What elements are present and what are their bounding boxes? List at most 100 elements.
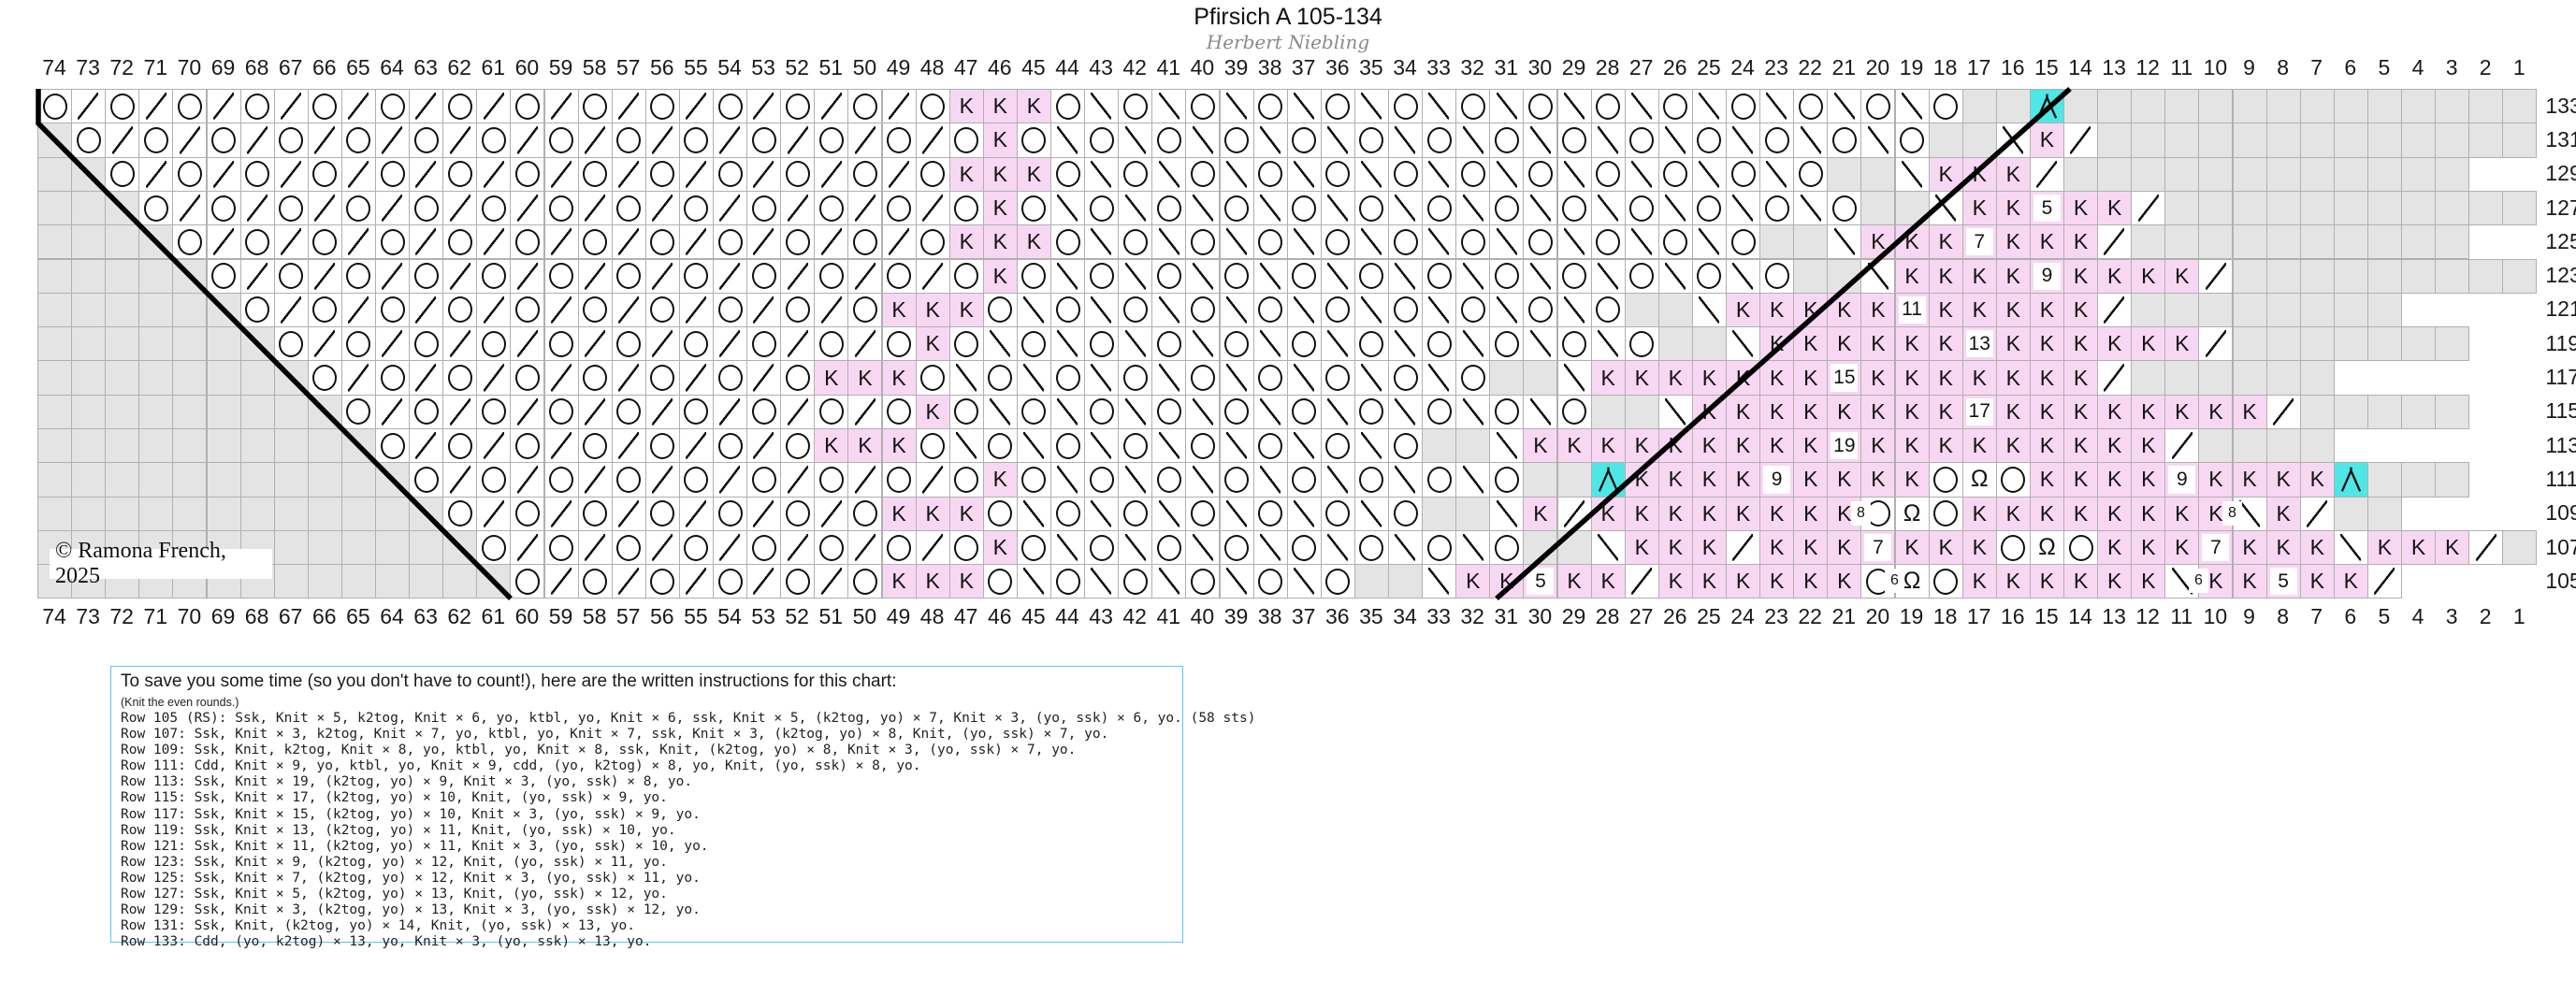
chart-cell xyxy=(375,292,411,328)
chart-cell xyxy=(1489,292,1525,328)
chart-cell xyxy=(1185,529,1221,566)
knit-symbol: K xyxy=(824,365,839,390)
chart-cell xyxy=(1455,123,1491,158)
chart-cell: K xyxy=(2029,360,2064,396)
ssk-icon xyxy=(477,293,511,327)
chart-cell xyxy=(2232,292,2267,328)
instructions-title: To save you some time (so you don't have… xyxy=(121,671,897,691)
chart-cell xyxy=(105,360,140,396)
chart-cell: K xyxy=(1995,360,2031,396)
chart-cell xyxy=(948,462,984,498)
yarn-over-icon xyxy=(1596,228,1621,255)
ssk-icon xyxy=(477,90,511,123)
k2tog-icon xyxy=(1490,225,1524,259)
chart-cell xyxy=(71,292,107,328)
chart-cell xyxy=(1793,258,1829,294)
knit-symbol: K xyxy=(2039,398,2055,424)
k2tog-icon xyxy=(1051,395,1085,428)
chart-cell xyxy=(1894,89,1930,124)
ssk-icon xyxy=(645,191,679,225)
yarn-over-icon xyxy=(1190,500,1215,527)
k2tog-icon xyxy=(1490,90,1524,123)
k2tog-icon xyxy=(1692,90,1726,123)
chart-cell: K xyxy=(1894,360,1930,396)
chart-cell xyxy=(1388,462,1424,498)
chart-cell xyxy=(2299,123,2335,158)
chart-cell xyxy=(1928,496,1963,531)
yarn-over-icon xyxy=(1325,93,1351,120)
yarn-over-icon xyxy=(1122,365,1148,392)
chart-cell xyxy=(1657,258,1693,294)
ssk-icon xyxy=(645,327,679,361)
chart-cell: K xyxy=(1928,292,1963,328)
yarn-over-icon xyxy=(751,126,776,153)
chart-cell xyxy=(1320,292,1355,328)
ssk-icon xyxy=(612,429,645,463)
chart-cell xyxy=(409,190,444,226)
yarn-over-icon xyxy=(684,195,709,222)
ssk-icon xyxy=(714,191,747,225)
column-number: 66 xyxy=(312,604,337,628)
chart-cell xyxy=(1590,462,1626,498)
chart-cell xyxy=(644,428,680,464)
ssk-icon xyxy=(781,191,815,225)
chart-cell xyxy=(2333,156,2368,192)
k2tog-icon xyxy=(1186,530,1220,565)
chart-cell xyxy=(814,123,849,158)
k2tog-icon xyxy=(1220,361,1253,395)
chart-cell xyxy=(1353,123,1389,158)
knit-symbol: K xyxy=(858,365,873,390)
k2tog-icon xyxy=(1591,530,1625,565)
chart-cell: K xyxy=(1928,258,1963,294)
chart-cell xyxy=(915,123,950,158)
chart-cell xyxy=(1489,326,1525,362)
yarn-over-icon xyxy=(447,228,472,255)
chart-cell xyxy=(1252,258,1288,294)
chart-cell: K xyxy=(1726,394,1761,429)
chart-cell: K xyxy=(1759,292,1795,328)
chart-cell xyxy=(1353,428,1389,464)
chart-cell xyxy=(1353,326,1389,362)
chart-cell xyxy=(1252,529,1288,566)
column-number: 21 xyxy=(1831,604,1857,628)
column-number: 6 xyxy=(2344,55,2357,79)
knit-symbol: K xyxy=(824,433,839,458)
chart-cell: K xyxy=(1827,292,1862,328)
k2tog-icon xyxy=(1186,123,1220,157)
chart-cell xyxy=(780,156,816,192)
chart-cell xyxy=(510,258,545,294)
column-number: 31 xyxy=(1494,55,1519,79)
k2tog-icon xyxy=(1085,497,1119,530)
k2tog-icon xyxy=(1220,497,1253,530)
k2tog-icon xyxy=(1152,429,1186,463)
knit-symbol: K xyxy=(2005,433,2021,458)
chart-cell xyxy=(713,190,748,226)
chart-cell: K xyxy=(1657,360,1693,396)
chart-cell xyxy=(71,224,107,260)
chart-cell xyxy=(1286,564,1322,599)
chart-cell: K xyxy=(2164,529,2200,566)
chart-cell xyxy=(577,89,613,124)
chart-cell xyxy=(577,258,613,294)
column-number: 6 xyxy=(2344,604,2357,628)
yarn-over-icon xyxy=(818,263,844,290)
chart-cell xyxy=(2468,89,2504,124)
chart-cell xyxy=(1118,190,1153,226)
chart-cell xyxy=(780,292,816,328)
yarn-over-icon xyxy=(1292,195,1317,222)
ssk-icon xyxy=(410,90,443,123)
column-number: 53 xyxy=(751,604,775,628)
row-number: 119 xyxy=(2545,330,2576,355)
chart-cell xyxy=(2063,529,2099,566)
chart-cell xyxy=(1894,156,1930,192)
yarn-over-icon xyxy=(380,161,405,188)
column-number: 28 xyxy=(1595,604,1620,628)
yarn-over-icon xyxy=(143,195,168,222)
yarn-over-icon xyxy=(1258,93,1283,120)
chart-cell xyxy=(1084,564,1120,599)
knit-symbol: K xyxy=(925,500,940,526)
column-number: 41 xyxy=(1156,604,1181,628)
chart-cell xyxy=(1084,529,1120,566)
column-number: 48 xyxy=(919,55,945,79)
yarn-over-icon xyxy=(1055,500,1080,527)
